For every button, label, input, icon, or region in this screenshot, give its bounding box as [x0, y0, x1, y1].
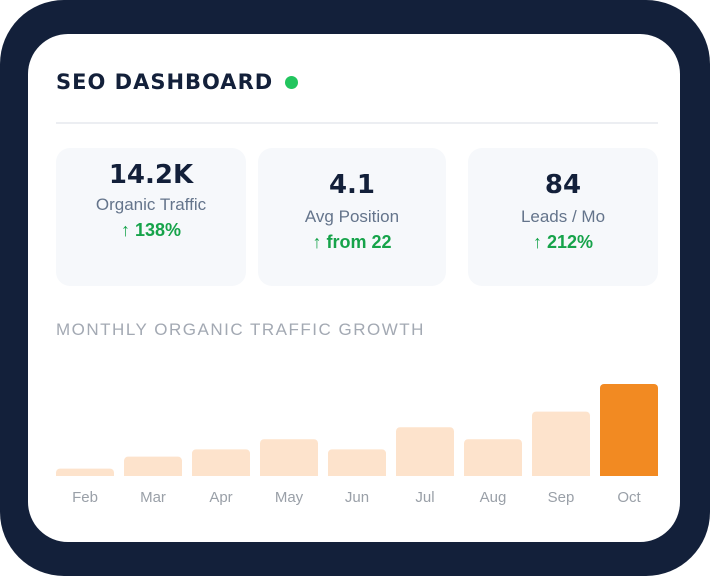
bar-sep — [532, 411, 590, 480]
kpi-label: Organic Traffic — [95, 195, 207, 214]
bar-may — [260, 439, 318, 480]
kpi-label: Avg Position — [304, 207, 400, 226]
x-tick-label: Aug — [480, 489, 507, 506]
dashboard-title: SEO DASHBOARD — [56, 70, 274, 94]
bar-mar — [124, 456, 182, 480]
bar-oct — [600, 384, 658, 480]
kpi-delta: ↑ from 22 — [312, 232, 392, 252]
kpi-delta: ↑ 212% — [532, 232, 594, 252]
bar-jun — [328, 449, 386, 480]
kpi-label: Leads / Mo — [520, 207, 606, 226]
traffic-bar-chart: Feb Mar Apr May Jun Jul Aug Sep Oct — [28, 384, 680, 506]
x-tick-label: Sep — [548, 489, 575, 506]
kpi-value: 4.1 — [328, 170, 376, 200]
header-divider — [56, 122, 658, 124]
bar-apr — [192, 449, 250, 480]
kpi-avg-position: 4.1 Avg Position ↑ from 22 — [258, 148, 446, 286]
x-tick-label: Oct — [617, 489, 641, 506]
kpi-delta: ↑ 138% — [120, 220, 182, 240]
kpi-organic-traffic: 14.2K Organic Traffic ↑ 138% — [56, 148, 246, 286]
chart-title: MONTHLY ORGANIC TRAFFIC GROWTH — [56, 320, 425, 339]
bar-aug — [464, 439, 522, 480]
dashboard-header: SEO DASHBOARD — [56, 70, 299, 94]
seo-dashboard-card: SEO DASHBOARD 14.2K Organic Traffic ↑ 13… — [28, 34, 680, 542]
bar-jul — [396, 427, 454, 480]
kpi-value: 14.2K — [108, 160, 194, 190]
kpi-leads: 84 Leads / Mo ↑ 212% — [468, 148, 658, 286]
kpi-value: 84 — [544, 170, 582, 200]
x-tick-label: Feb — [72, 489, 98, 506]
x-tick-label: Apr — [209, 489, 232, 506]
live-status-indicator — [285, 75, 299, 89]
chart-baseline-mask — [28, 476, 680, 482]
x-tick-label: Jul — [415, 489, 434, 506]
x-tick-label: Jun — [345, 489, 369, 506]
x-tick-label: May — [275, 489, 304, 506]
x-tick-label: Mar — [140, 489, 166, 506]
